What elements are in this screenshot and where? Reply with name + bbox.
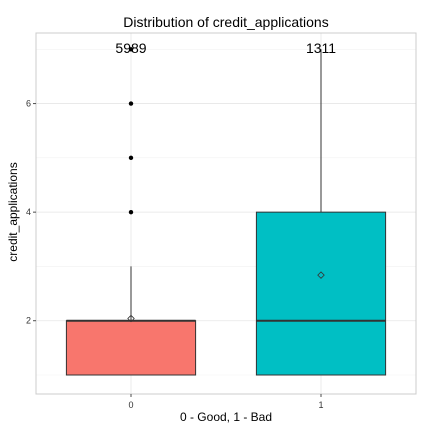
y-tick-label: 4 (26, 207, 31, 217)
x-tick-label: 0 (128, 400, 133, 410)
x-tick-label: 1 (318, 400, 323, 410)
count-label-1: 1311 (306, 40, 336, 56)
box-group-1 (255, 49, 387, 376)
outlier-point (128, 47, 134, 52)
outlier-point (128, 101, 134, 106)
count-labels: 5989 1311 (115, 40, 336, 56)
box-iqr (65, 320, 197, 376)
mean-marker (127, 314, 135, 323)
mean-marker (317, 271, 325, 279)
y-axis: 2 4 6 (26, 99, 36, 326)
plot-area: 5989 1311 (35, 32, 417, 395)
y-tick-label: 2 (26, 316, 31, 326)
plot-panel-border (35, 32, 417, 395)
y-axis-label: credit_applications (6, 162, 20, 261)
y-tick-label: 6 (26, 99, 31, 109)
box-iqr (255, 211, 387, 376)
box-group-0 (65, 47, 197, 376)
box-series (65, 47, 387, 376)
outlier-point (128, 209, 134, 215)
count-label-0: 5989 (115, 40, 146, 56)
chart-title: Distribution of credit_applications (123, 14, 328, 30)
x-axis-label: 0 - Good, 1 - Bad (180, 410, 272, 424)
outlier-point (128, 155, 134, 161)
